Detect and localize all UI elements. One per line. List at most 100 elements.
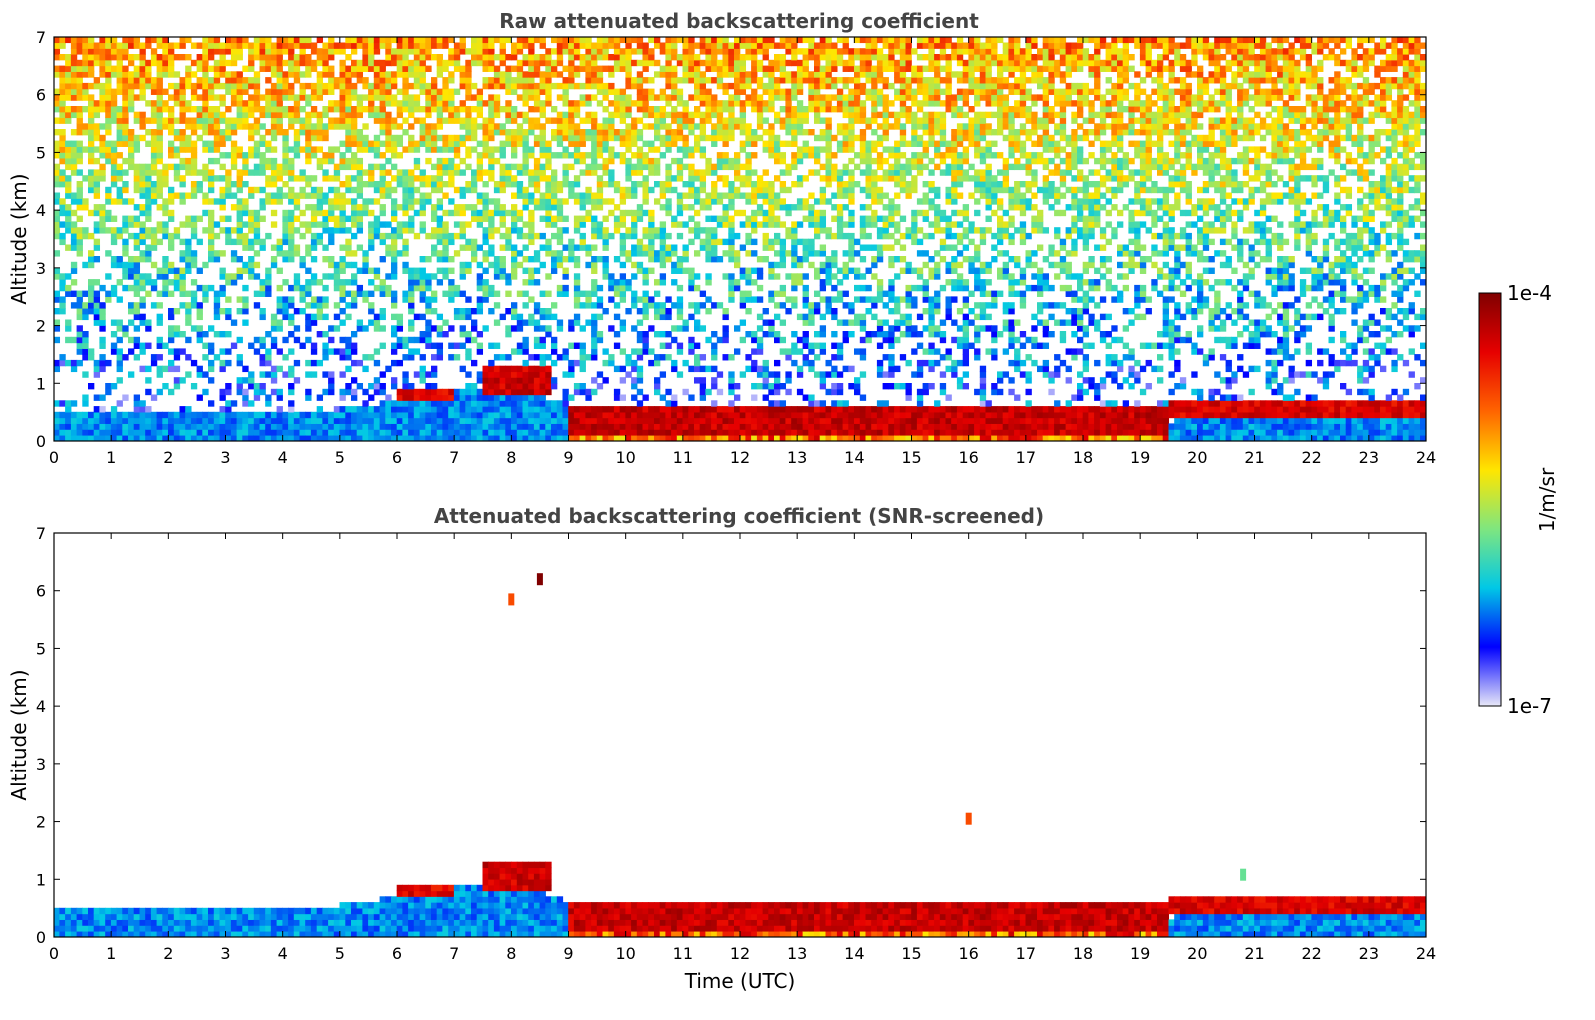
heatmap-cell [425, 273, 432, 280]
heatmap-cell [573, 71, 581, 78]
heatmap-cell [465, 221, 472, 228]
heatmap-cell [511, 394, 518, 401]
heatmap-cell [431, 134, 438, 142]
heatmap-cell [276, 434, 283, 442]
heatmap-cell [316, 134, 324, 142]
heatmap-cell [551, 169, 558, 176]
heatmap-cell [619, 417, 627, 424]
heatmap-cell [168, 429, 175, 436]
heatmap-cell [196, 308, 203, 315]
heatmap-cell [310, 204, 318, 211]
heatmap-cell [625, 36, 632, 44]
heatmap-cell [76, 336, 83, 344]
heatmap-cell [391, 232, 398, 240]
heatmap-cell [436, 238, 444, 246]
heatmap-cell [299, 129, 306, 136]
heatmap-cell [282, 238, 289, 246]
heatmap-cell [596, 296, 604, 303]
heatmap-cell [230, 82, 238, 90]
heatmap-cell [356, 59, 364, 67]
heatmap-cell [511, 256, 518, 263]
heatmap-cell [642, 336, 649, 344]
heatmap-cell [425, 140, 432, 147]
heatmap-cell [465, 181, 472, 188]
heatmap-cell [488, 209, 495, 217]
heatmap-cell [608, 157, 615, 165]
heatmap-cell [453, 388, 461, 396]
heatmap-cell [105, 423, 112, 430]
heatmap-cell [156, 100, 163, 107]
heatmap-cell [213, 256, 221, 263]
heatmap-cell [465, 88, 472, 95]
heatmap-cell [339, 94, 346, 101]
heatmap-cell [299, 146, 306, 153]
heatmap-cell [654, 111, 661, 119]
heatmap-cell [173, 82, 181, 90]
heatmap-cell [408, 308, 415, 315]
heatmap-cell [328, 273, 335, 280]
heatmap-cell [722, 152, 729, 159]
heatmap-cell [379, 411, 386, 419]
heatmap-cell [213, 434, 221, 442]
heatmap-cell [699, 411, 707, 419]
heatmap-cell [288, 198, 295, 205]
heatmap-cell [442, 423, 449, 430]
heatmap-cell [619, 434, 627, 442]
heatmap-cell [442, 163, 449, 171]
heatmap-cell [694, 134, 701, 142]
heatmap-cell [385, 273, 392, 280]
heatmap-cell [265, 411, 272, 419]
heatmap-cell [345, 106, 352, 113]
heatmap-cell [539, 88, 546, 95]
heatmap-cell [310, 59, 318, 67]
heatmap-cell [573, 279, 581, 286]
heatmap-cell [299, 434, 306, 442]
heatmap-cell [528, 181, 535, 188]
heatmap-cell [642, 411, 649, 419]
heatmap-cell [636, 100, 644, 107]
heatmap-cell [676, 123, 684, 130]
heatmap-cell [248, 48, 255, 55]
heatmap-cell [688, 406, 695, 413]
heatmap-cell [270, 411, 278, 419]
heatmap-cell [436, 221, 444, 228]
heatmap-cell [145, 411, 152, 419]
heatmap-cell [230, 411, 238, 419]
heatmap-cell [236, 377, 243, 384]
heatmap-cell [305, 319, 312, 326]
heatmap-cell [82, 354, 89, 361]
heatmap-cell [585, 94, 592, 101]
heatmap-cell [545, 175, 552, 182]
heatmap-cell [373, 181, 381, 188]
heatmap-cell [482, 267, 489, 274]
heatmap-cell [322, 429, 329, 436]
heatmap-cell [305, 394, 312, 401]
heatmap-cell [105, 106, 112, 113]
heatmap-cell [694, 88, 701, 95]
heatmap-cell [322, 59, 329, 67]
heatmap-cell [442, 59, 449, 67]
heatmap-cell [619, 406, 627, 413]
heatmap-cell [351, 434, 358, 442]
heatmap-cell [408, 146, 415, 153]
heatmap-cell [636, 429, 644, 436]
heatmap-cell [110, 88, 118, 95]
heatmap-cell [351, 111, 358, 119]
heatmap-cell [190, 411, 198, 419]
heatmap-cell [316, 192, 324, 199]
heatmap-cell [128, 434, 135, 442]
heatmap-cell [476, 348, 484, 355]
heatmap-cell [76, 59, 83, 67]
heatmap-cell [505, 429, 512, 436]
heatmap-cell [276, 388, 283, 396]
heatmap-cell [351, 59, 358, 67]
heatmap-cell [190, 434, 198, 442]
heatmap-cell [728, 232, 735, 240]
heatmap-cell [533, 117, 541, 124]
heatmap-cell [528, 221, 535, 228]
heatmap-cell [511, 417, 518, 424]
heatmap-cell [242, 117, 249, 124]
heatmap-cell [225, 429, 232, 436]
heatmap-cell [636, 331, 644, 338]
heatmap-cell [356, 163, 364, 171]
